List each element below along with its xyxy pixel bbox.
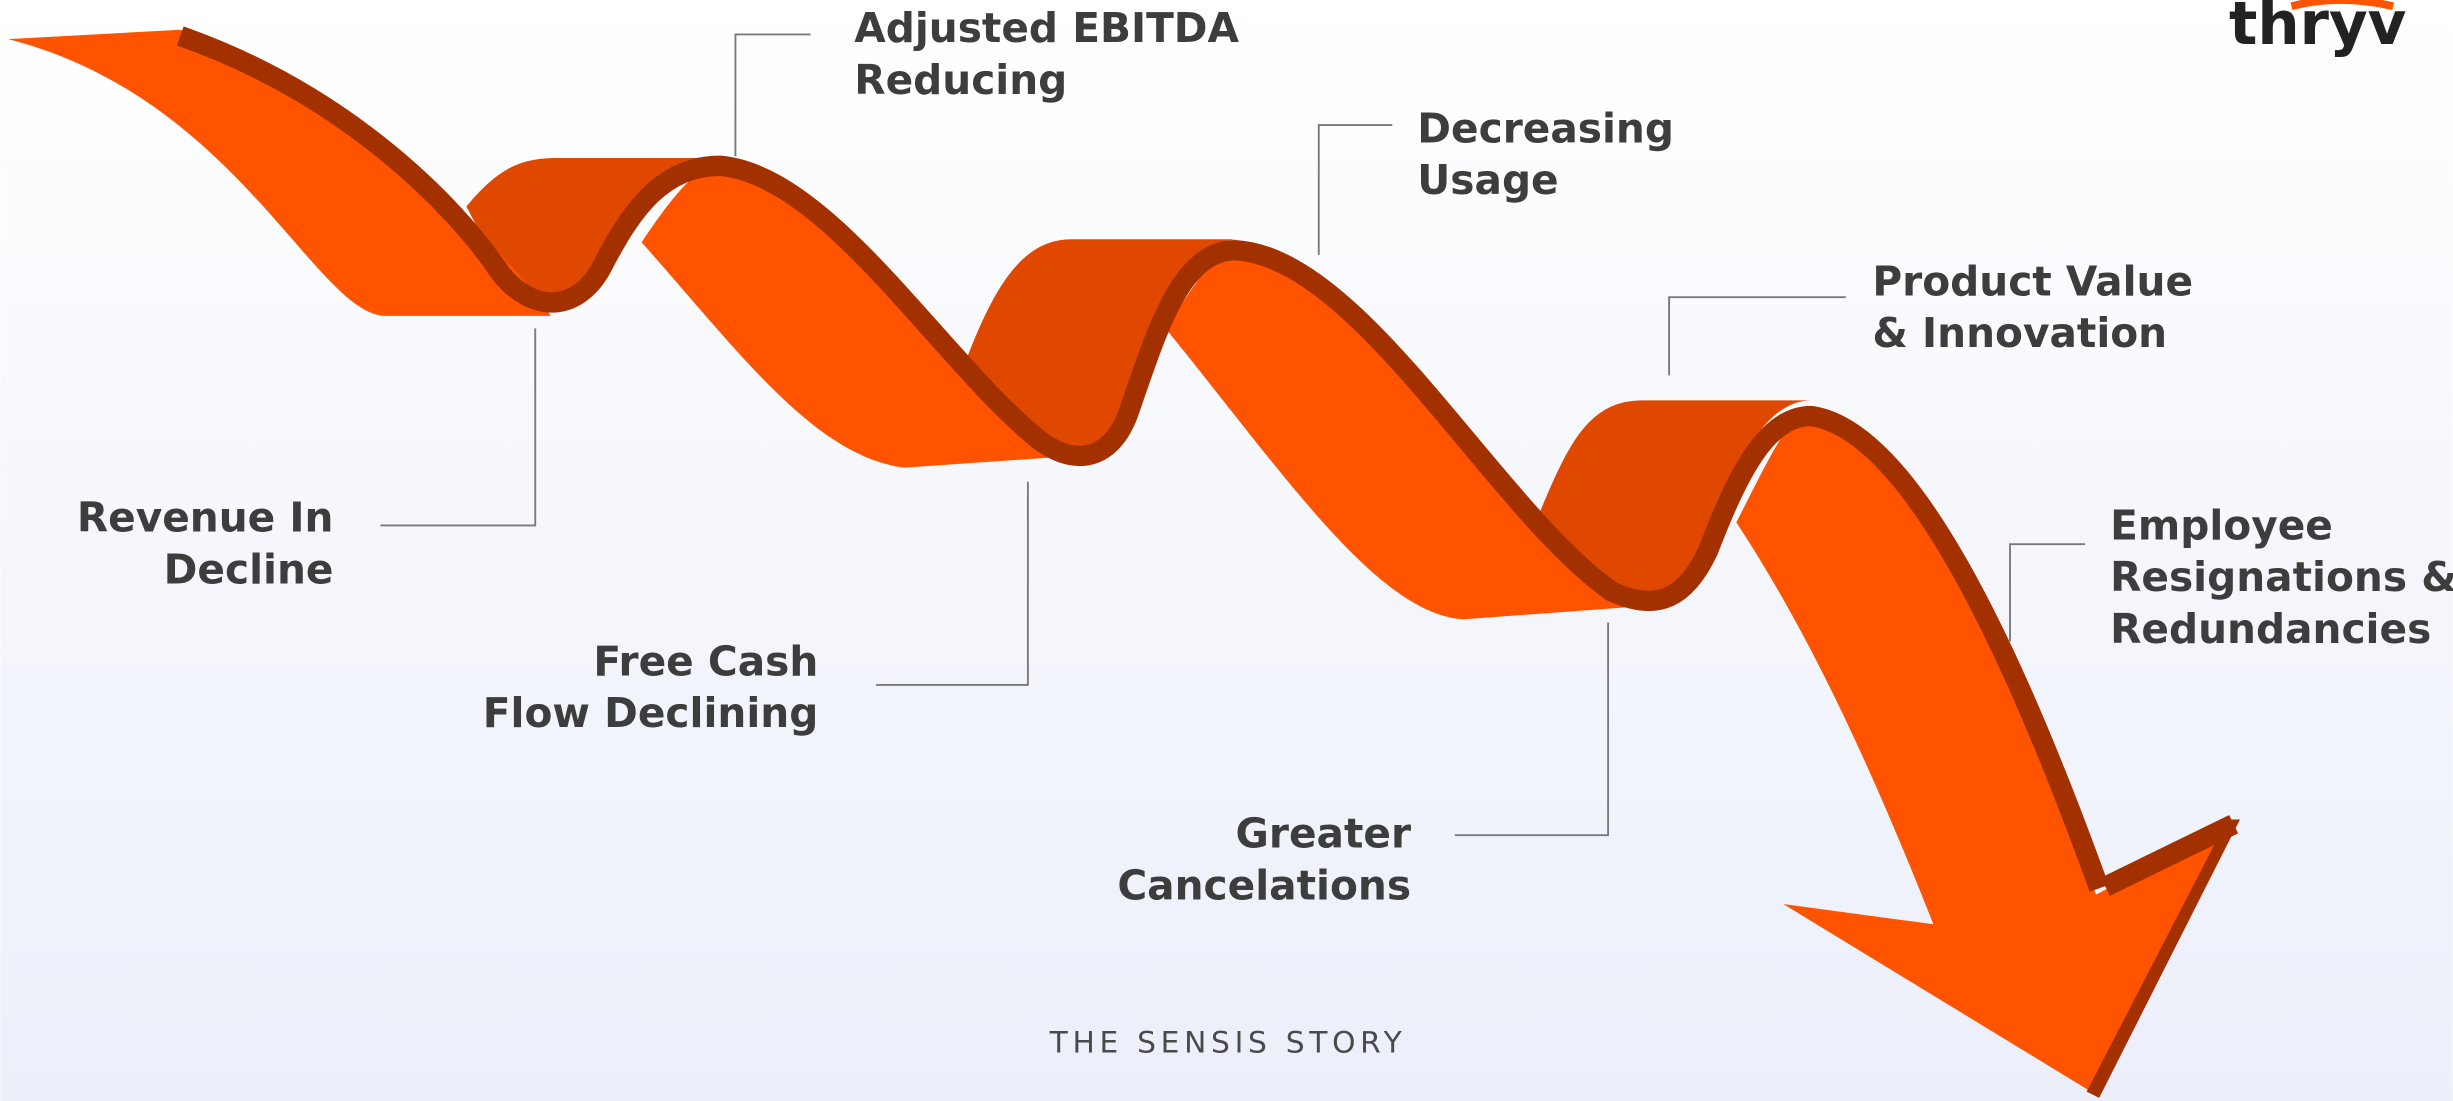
slide: Adjusted EBITDA Reducing Decreasing Usag… <box>0 0 2453 1101</box>
footer: THE SENSIS STORY <box>1049 1026 1407 1061</box>
label: Revenue In <box>77 494 334 542</box>
page: Adjusted EBITDA Reducing Decreasing Usag… <box>0 0 2453 1101</box>
label: Redundancies <box>2110 605 2431 653</box>
label: Greater <box>1236 810 1412 858</box>
label: Decline <box>164 545 334 593</box>
label: Free Cash <box>593 638 818 686</box>
label: Employee <box>2110 502 2333 550</box>
logo: thryv <box>2229 0 2406 59</box>
label: Cancelations <box>1117 861 1411 909</box>
label: Adjusted EBITDA <box>854 4 1239 52</box>
label: Product Value <box>1872 258 2193 306</box>
label: Flow Declining <box>483 689 819 737</box>
label: Usage <box>1417 156 1558 204</box>
label: & Innovation <box>1872 309 2167 357</box>
label: Decreasing <box>1417 104 1674 152</box>
label: Resignations & <box>2110 553 2453 601</box>
label: Reducing <box>854 56 1067 104</box>
